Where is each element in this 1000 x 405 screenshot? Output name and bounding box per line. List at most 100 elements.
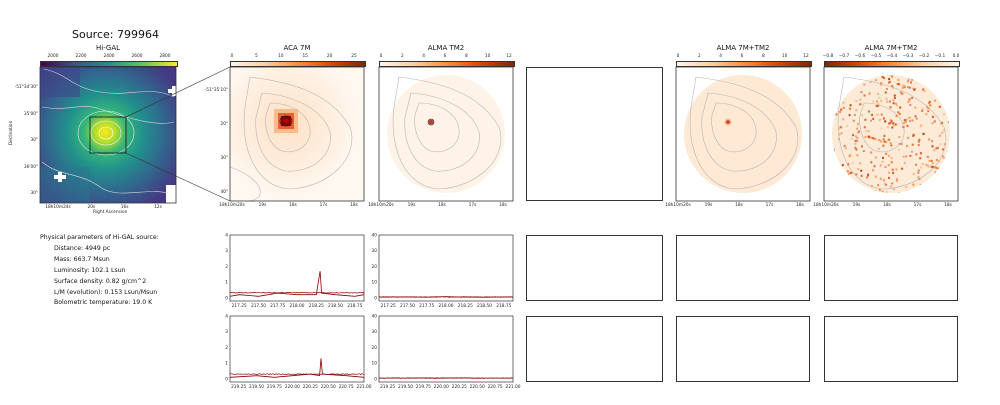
param-distance: Distance: 4949 pc: [54, 244, 111, 252]
resid-colorbar-tick: 0.0: [952, 54, 960, 59]
param-luminosity: Luminosity: 102.1 Lsun: [54, 266, 126, 274]
resid-colorbar-tick: −0.4: [886, 54, 898, 59]
comb-x-tick: 18s: [735, 203, 743, 208]
aca-x-tick: 18h10m20s: [219, 203, 245, 208]
higal-colorbar-tick: 2200: [75, 54, 87, 59]
spectrum-row2-aca-line: [229, 358, 365, 378]
aca-colorbar: [230, 61, 366, 67]
spectrum-row1-aca-frame: [229, 234, 365, 302]
resid-colorbar-tick: −0.5: [870, 54, 882, 59]
spectrum-row2-aca-xtick: 219.50: [249, 384, 264, 390]
resid-colorbar-tick: −0.1: [934, 54, 946, 59]
spectrum-row2-tm2-xtick: 221.00: [505, 384, 520, 390]
comb-colorbar: [676, 61, 812, 67]
spectrum-row2-aca-xtick: 220.00: [285, 384, 300, 390]
tm2-colorbar: [379, 61, 515, 67]
spectrum-row2-tm2-ytick: 30: [372, 329, 378, 335]
spectrum-row2-tm2-xtick: 220.75: [488, 384, 503, 390]
comb-image: [675, 66, 811, 202]
spectrum-row1-aca-ytick: 1: [225, 280, 228, 286]
spectrum-row1-tm2-line: [378, 296, 514, 298]
resid-colorbar-tick: −0.7: [838, 54, 850, 59]
higal-y-tick: 30": [30, 191, 38, 196]
resid-image: [823, 66, 959, 202]
tm2-x-tick: 19s: [407, 203, 416, 208]
higal-x-tick: 18h10m24s: [45, 205, 71, 210]
comb-x-tick: 17s: [765, 203, 774, 208]
tm2-colorbar-tick: 10: [484, 54, 491, 59]
tm2-image: [378, 66, 514, 202]
comb-colorbar-tick: 6: [740, 54, 744, 59]
spectrum-row1-tm2-frame: [378, 234, 514, 302]
spectrum-row2-aca-frame: [229, 315, 365, 383]
higal-x-tick: 12s: [154, 205, 162, 210]
aca-y-tick: 30": [220, 156, 228, 161]
spectrum-row1-tm2-xtick: 217.50: [400, 303, 415, 309]
comb-colorbar-tick: 10: [781, 54, 788, 59]
tm2-colorbar-tick: 4: [422, 54, 426, 59]
spectrum-row1-tm2-xtick: 218.00: [438, 303, 453, 309]
spectrum-row1-aca-xtick: 217.75: [270, 303, 285, 309]
spectrum-row2-aca-noise: [229, 373, 365, 375]
tm2-colorbar-tick: 8: [464, 54, 468, 59]
comb-colorbar-tick: 4: [719, 54, 723, 59]
spectrum-row2-aca-xtick: 219.25: [231, 384, 246, 390]
spectrum-row2-aca-ytick: 3: [225, 329, 228, 335]
aca-y-tick: -51°35'10": [204, 88, 228, 93]
source-title: Source: 799964: [72, 28, 159, 41]
spectrum-row2-tm2-xtick: 219.50: [398, 384, 413, 390]
spectrum-row2-tm2-xtick: 220.25: [452, 384, 467, 390]
spectrum-row1-tm2-ytick: 10: [372, 280, 378, 286]
higal-xlabel: Right Ascension: [93, 210, 128, 215]
spectrum-row1-tm2-ytick: 40: [372, 233, 378, 239]
aca-x-tick: 19s: [258, 203, 267, 208]
higal-colorbar-tick: 2000: [47, 54, 59, 59]
aca-y-tick: 20": [220, 122, 228, 127]
comb-colorbar-tick: 0: [676, 54, 680, 59]
higal-y-tick: 30": [30, 138, 38, 143]
tm2-x-tick: 18h10m20s: [368, 203, 394, 208]
comb-colorbar-tick: 2: [697, 54, 701, 59]
empty-spectrum-row2-col3: [526, 316, 663, 382]
resid-x-tick: 18h10m20s: [813, 203, 839, 208]
spectrum-row2-tm2-xtick: 220.50: [470, 384, 485, 390]
spectrum-row1-aca-ytick: 0: [225, 295, 228, 301]
resid-colorbar-tick: −0.3: [902, 54, 914, 59]
empty-spectrum-row2-col5: [824, 316, 958, 382]
spectrum-row2-tm2-frame: [378, 315, 514, 383]
spectrum-row1-tm2-xtick: 217.25: [381, 303, 396, 309]
resid-colorbar-tick: −0.2: [918, 54, 930, 59]
higal-colorbar-tick: 2800: [159, 54, 171, 59]
spectrum-row2-aca-xtick: 219.75: [267, 384, 282, 390]
spectrum-row1-aca-xtick: 217.50: [251, 303, 266, 309]
param-mass: Mass: 663.7 Msun: [54, 255, 110, 263]
spectrum-row1-tm2-xtick: 218.25: [458, 303, 473, 309]
empty-spectrum-row2-col4: [676, 316, 810, 382]
spectrum-row2-aca-xtick: 220.50: [321, 384, 336, 390]
spectrum-row1-tm2-ytick: 20: [372, 264, 378, 270]
spectrum-row2-tm2-ytick: 0: [374, 376, 377, 382]
higal-x-tick: 16s: [120, 205, 129, 210]
spectrum-row2-tm2-ytick: 40: [372, 314, 378, 320]
comb-colorbar-tick: 8: [761, 54, 765, 59]
spectrum-row2-tm2-xtick: 220.00: [434, 384, 449, 390]
higal-colorbar: [40, 61, 178, 67]
spectrum-row2-tm2-xtick: 219.75: [416, 384, 431, 390]
aca-colorbar-tick: 25: [351, 54, 357, 59]
spectrum-row2-tm2-ytick: 10: [372, 361, 378, 367]
aca-colorbar-tick: 10: [278, 54, 284, 59]
spectrum-row1-tm2-ytick: 30: [372, 248, 378, 254]
empty-image-panel: [526, 67, 663, 201]
spectrum-row1-aca-ytick: 2: [225, 264, 228, 270]
tm2-colorbar-tick: 12: [506, 54, 512, 59]
resid-x-tick: 17s: [913, 203, 922, 208]
spectrum-row2-aca-xtick: 221.00: [356, 384, 371, 390]
aca-y-tick: 40": [220, 190, 228, 195]
resid-colorbar-tick: −0.8: [822, 54, 834, 59]
params-heading: Physical parameters of Hi-GAL source:: [40, 234, 159, 241]
spectrum-row1-aca-xtick: 218.75: [347, 303, 362, 309]
aca-colorbar-tick: 0: [230, 54, 234, 59]
higal-image: [39, 66, 180, 204]
spectrum-row2-aca-ytick: 0: [225, 376, 228, 382]
